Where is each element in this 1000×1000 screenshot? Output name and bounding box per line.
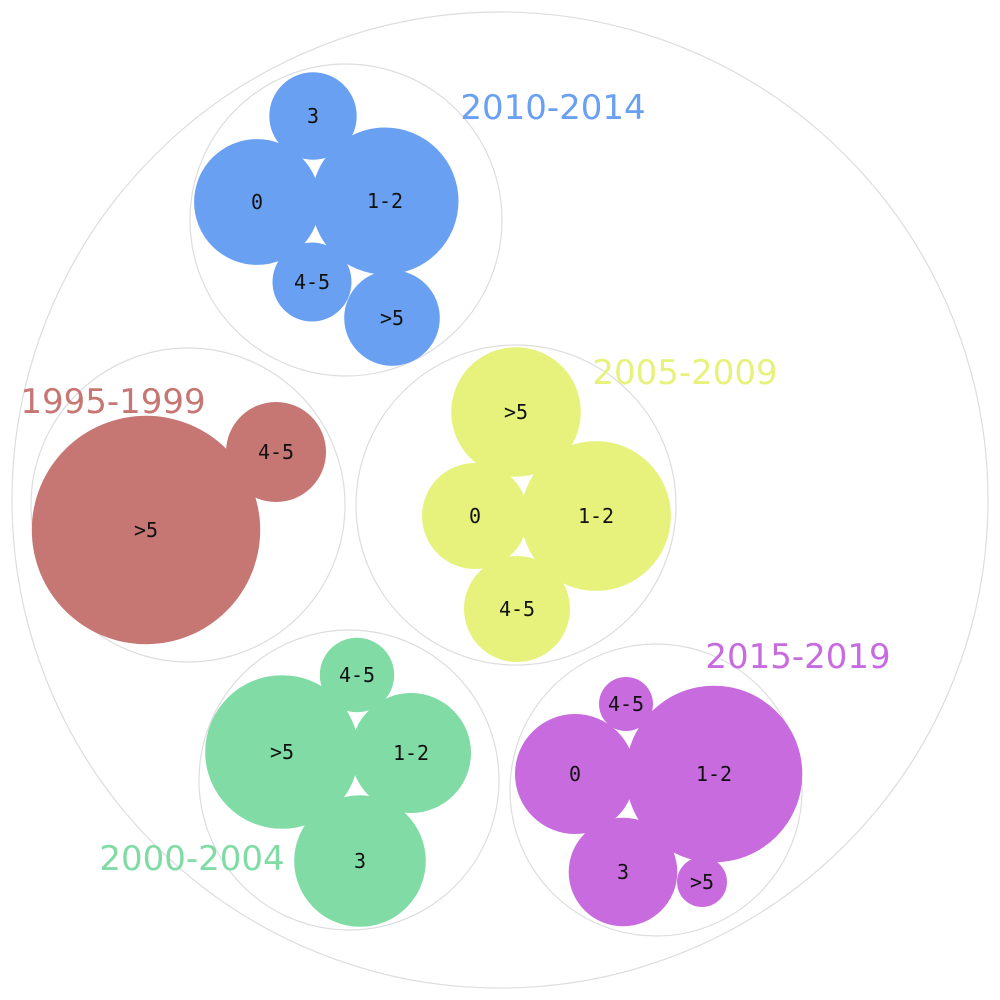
bubble-2000-2004-1-2[interactable] bbox=[351, 693, 471, 813]
group-title-2000-2004: 2000-2004 bbox=[99, 839, 284, 879]
group-ring-2015-2019 bbox=[509, 643, 803, 937]
bubble-2005-2009-0[interactable] bbox=[422, 463, 528, 569]
group-2010-2014: 0 1-2 3 4-5 >5 2010-2014 bbox=[189, 63, 646, 377]
bubble-1995-1999-4-5[interactable] bbox=[226, 402, 326, 502]
bubble-2005-2009-gt5[interactable] bbox=[451, 347, 581, 477]
group-ring-2005-2009 bbox=[355, 344, 677, 666]
bubble-label: >5 bbox=[504, 400, 528, 424]
group-title-2015-2019: 2015-2019 bbox=[705, 637, 890, 677]
bubble-2000-2004-3[interactable] bbox=[294, 795, 426, 927]
bubble-2000-2004-gt5[interactable] bbox=[205, 675, 359, 829]
group-ring-2010-2014 bbox=[189, 63, 503, 377]
group-1995-1999: >5 4-5 1995-1999 bbox=[20, 347, 346, 663]
bubble-2010-2014-1-2[interactable] bbox=[311, 127, 459, 275]
bubble-label: 3 bbox=[307, 104, 319, 128]
bubble-label: 3 bbox=[354, 849, 366, 873]
bubble-label: 4-5 bbox=[258, 440, 294, 464]
outer-ring bbox=[11, 11, 989, 989]
bubble-label: 4-5 bbox=[499, 597, 535, 621]
bubble-label: 0 bbox=[251, 190, 263, 214]
bubble-1995-1999-gt5[interactable] bbox=[31, 415, 261, 645]
group-ring-2000-2004 bbox=[198, 629, 500, 931]
group-2000-2004: 4-5 >5 1-2 3 2000-2004 bbox=[99, 629, 500, 931]
bubble-2005-2009-1-2[interactable] bbox=[521, 441, 671, 591]
bubble-2015-2019-gt5[interactable] bbox=[677, 857, 727, 907]
bubble-2015-2019-3[interactable] bbox=[568, 817, 678, 927]
bubble-2010-2014-gt5[interactable] bbox=[344, 270, 440, 366]
bubble-2010-2014-0[interactable] bbox=[194, 139, 320, 265]
bubble-2015-2019-1-2[interactable] bbox=[625, 685, 803, 863]
group-title-2005-2009: 2005-2009 bbox=[592, 353, 777, 393]
bubble-label: >5 bbox=[270, 740, 294, 764]
bubble-2015-2019-0[interactable] bbox=[515, 714, 635, 834]
bubble-label: 1-2 bbox=[696, 762, 732, 786]
group-title-1995-1999: 1995-1999 bbox=[20, 382, 205, 422]
bubble-label: 4-5 bbox=[294, 270, 330, 294]
bubble-2005-2009-4-5[interactable] bbox=[464, 556, 570, 662]
bubble-label: 0 bbox=[569, 762, 581, 786]
bubble-label: 1-2 bbox=[367, 189, 403, 213]
group-title-2010-2014: 2010-2014 bbox=[460, 88, 645, 128]
bubble-2010-2014-3[interactable] bbox=[269, 72, 357, 160]
bubble-label: 1-2 bbox=[578, 504, 614, 528]
bubble-label: >5 bbox=[380, 306, 404, 330]
bubble-label: 3 bbox=[617, 860, 629, 884]
bubble-label: >5 bbox=[690, 870, 714, 894]
bubble-label: 4-5 bbox=[608, 692, 644, 716]
bubble-2015-2019-4-5[interactable] bbox=[599, 677, 653, 731]
group-ring-1995-1999 bbox=[30, 347, 346, 663]
bubble-2010-2014-4-5[interactable] bbox=[272, 242, 352, 322]
bubble-label: 0 bbox=[469, 504, 481, 528]
bubble-label: >5 bbox=[134, 518, 158, 542]
group-2015-2019: 4-5 0 1-2 3 >5 2015-2019 bbox=[509, 637, 891, 937]
bubble-label: 4-5 bbox=[339, 663, 375, 687]
bubble-2000-2004-4-5[interactable] bbox=[319, 637, 395, 713]
group-2005-2009: >5 0 1-2 4-5 2005-2009 bbox=[355, 344, 778, 666]
bubble-label: 1-2 bbox=[393, 741, 429, 765]
